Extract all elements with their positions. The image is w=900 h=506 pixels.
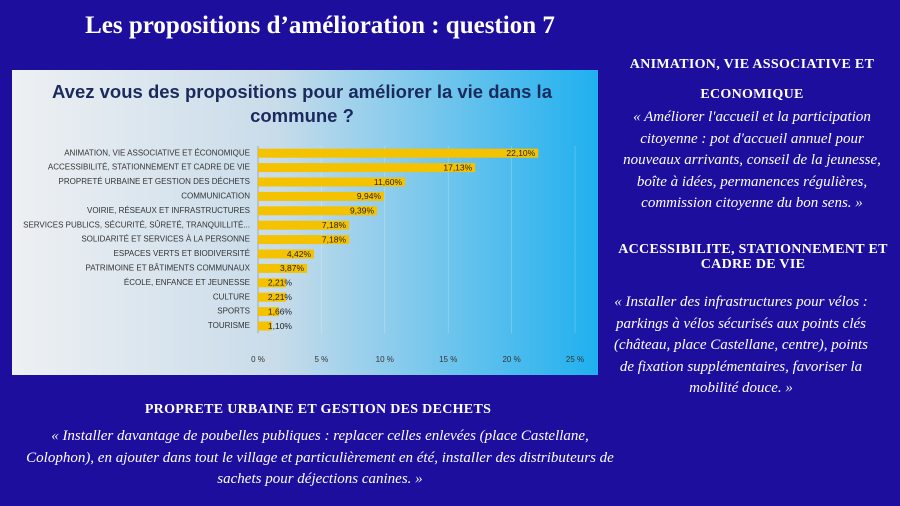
- bar: [258, 235, 350, 245]
- y-tick-label: PATRIMOINE ET BÂTIMENTS COMMUNAUX: [86, 264, 251, 273]
- bar: [258, 220, 350, 230]
- y-tick-label: COMMUNICATION: [181, 192, 250, 201]
- bar: [258, 249, 315, 259]
- y-tick-label: ANIMATION, VIE ASSOCIATIVE ET ÉCONOMIQUE: [64, 148, 250, 157]
- y-tick-label: SOLIDARITÉ ET SERVICES À LA PERSONNE: [81, 235, 250, 244]
- x-tick-label: 0 %: [251, 355, 265, 364]
- y-tick-label: SPORTS: [217, 307, 250, 316]
- value-label: 7,18%: [322, 220, 347, 230]
- value-label: 9,39%: [350, 206, 375, 216]
- section-heading: PROPRETE URBAINE ET GESTION DES DECHETS: [144, 402, 492, 417]
- bar: [258, 177, 406, 187]
- bar: [258, 191, 385, 201]
- section-quote: « Installer davantage de poubelles publi…: [26, 428, 614, 487]
- value-label: 22,10%: [506, 148, 535, 158]
- value-label: 2,21%: [268, 292, 293, 302]
- chart-title: Avez vous des propositions pour améliore…: [52, 81, 552, 126]
- value-label: 17,13%: [443, 162, 472, 172]
- bar: [258, 148, 539, 158]
- value-label: 1,66%: [268, 306, 293, 316]
- y-tick-label: ESPACES VERTS ET BIODIVERSITÉ: [114, 249, 250, 258]
- y-tick-label: VOIRIE, RÉSEAUX ET INFRASTRUCTURES: [87, 206, 250, 215]
- y-tick-label: TOURISME: [208, 321, 250, 330]
- x-tick-label: 10 %: [376, 355, 394, 364]
- value-label: 7,18%: [322, 234, 347, 244]
- bar: [258, 263, 308, 273]
- y-tick-label: SERVICES PUBLICS, SÉCURITÉ, SÛRETÉ, TRAN…: [23, 220, 250, 229]
- slide-title: Les propositions d’amélioration : questi…: [85, 12, 555, 39]
- bar: [258, 163, 476, 173]
- bar: [258, 206, 378, 216]
- value-label: 11,60%: [374, 177, 403, 187]
- value-label: 1,10%: [268, 321, 293, 331]
- x-tick-label: 5 %: [315, 355, 329, 364]
- bar: [258, 307, 280, 317]
- value-label: 2,21%: [268, 278, 293, 288]
- x-tick-label: 15 %: [439, 355, 457, 364]
- section-quote: « Installer des infrastructures pour vél…: [614, 294, 868, 396]
- bar: [258, 278, 287, 288]
- x-tick-label: 25 %: [566, 355, 584, 364]
- value-label: 9,94%: [357, 191, 382, 201]
- x-tick-label: 20 %: [502, 355, 520, 364]
- section-quote: « Améliorer l'accueil et la participatio…: [623, 109, 881, 211]
- bar: [258, 321, 272, 331]
- y-tick-label: PROPRETÉ URBAINE ET GESTION DES DÉCHETS: [59, 177, 250, 186]
- value-label: 4,42%: [287, 249, 312, 259]
- bar: [258, 292, 287, 302]
- chart: Avez vous des propositions pour améliore…: [12, 70, 598, 375]
- y-tick-label: CULTURE: [213, 292, 250, 301]
- y-tick-label: ACCESSIBILITÉ, STATIONNEMENT ET CADRE DE…: [48, 163, 250, 172]
- section-heading: ACCESSIBILITE, STATIONNEMENT ET CADRE DE…: [618, 242, 888, 272]
- value-label: 3,87%: [280, 263, 305, 273]
- section-heading: ANIMATION, VIE ASSOCIATIVE ET ECONOMIQUE: [629, 57, 875, 102]
- chart-plot: 0 % 5 % 10 % 15 % 20 % 25 % ANIMATION, VIE ASS…: [23, 146, 584, 364]
- y-tick-label: ÉCOLE, ENFANCE ET JEUNESSE: [124, 278, 250, 287]
